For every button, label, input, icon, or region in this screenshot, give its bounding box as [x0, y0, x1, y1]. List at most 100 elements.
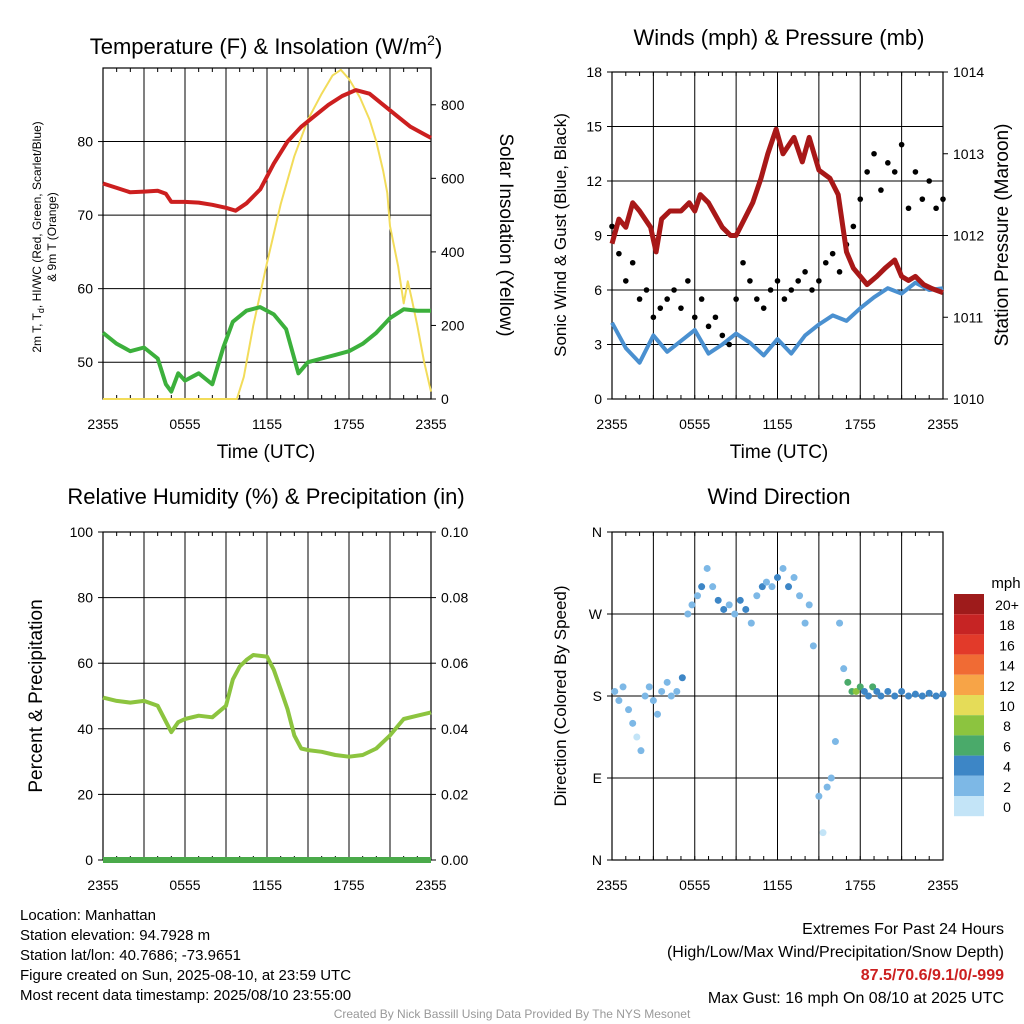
- y-tick-label-right: 1011: [953, 309, 983, 325]
- direction-point: [939, 690, 947, 698]
- y-tick-label-left: 3: [594, 337, 602, 353]
- temperature-ylabel-left-line1: 2m T, Td, HI/WC (Red, Green, Scarlet/Blu…: [30, 121, 46, 352]
- direction-point: [637, 747, 645, 755]
- gust-point: [747, 278, 753, 284]
- gust-point: [898, 141, 905, 148]
- winds-plot-area: 2355 0555 1155 1755 2355 0 3 6 9 12 15 18 1010 1011 10…: [586, 64, 984, 432]
- direction-point: [898, 687, 906, 695]
- x-tick-label: 2355: [927, 877, 958, 893]
- direction-point: [709, 583, 717, 591]
- gust-point: [809, 287, 815, 293]
- speed-legend-label: 10: [999, 698, 1015, 714]
- direction-point: [911, 690, 919, 698]
- direction-point: [801, 619, 809, 627]
- temperature-series-line: [102, 88, 432, 213]
- latlon-text: Station lat/lon: 40.7686; -73.9651: [20, 947, 242, 964]
- speed-legend-swatch: [954, 654, 984, 675]
- direction-point: [932, 692, 940, 700]
- y-tick-label-left: N: [592, 852, 602, 868]
- y-tick-label-right: 1012: [953, 228, 984, 244]
- gust-point: [891, 169, 898, 175]
- gust-point: [912, 169, 919, 175]
- temperature-xlabel: Time (UTC): [217, 442, 316, 463]
- speed-legend-swatch: [954, 796, 984, 817]
- gust-point: [678, 305, 684, 311]
- direction-point: [796, 592, 804, 600]
- speed-legend-label: 18: [999, 617, 1015, 633]
- y-tick-label-right: 1013: [953, 146, 984, 162]
- y-tick-label-left: 40: [77, 721, 93, 737]
- gust-point: [850, 223, 857, 230]
- direction-point: [633, 733, 641, 741]
- temperature-series-line: [101, 305, 431, 394]
- direction-point: [852, 687, 860, 695]
- speed-legend-swatch: [954, 735, 984, 756]
- x-tick-label: 2355: [927, 416, 958, 432]
- x-tick-label: 0555: [169, 877, 200, 893]
- temperature-plot-area: 2355 0555 1155 1755 235550607080020040060080…: [77, 67, 465, 432]
- gust-point: [905, 205, 912, 212]
- y-tick-label-right: 1010: [953, 391, 984, 407]
- y-tick-label-left: 80: [77, 134, 93, 150]
- speed-legend-label: 20+: [995, 597, 1019, 613]
- speed-legend-swatch: [954, 674, 984, 695]
- direction-point: [629, 719, 637, 727]
- humidity-line: [102, 653, 432, 759]
- x-tick-label: 1755: [845, 416, 876, 432]
- direction-point: [678, 674, 686, 682]
- speed-legend-swatch: [954, 775, 984, 796]
- extremes-title: Extremes For Past 24 Hours: [802, 921, 1004, 938]
- y-tick-label-right: 0.06: [441, 655, 468, 671]
- speed-legend-swatch: [954, 755, 984, 776]
- gust-point: [664, 296, 670, 302]
- x-tick-label: 2355: [87, 416, 118, 432]
- location-text: Location: Manhattan: [20, 907, 156, 924]
- direction-point: [725, 601, 733, 609]
- gust-point: [802, 269, 808, 275]
- direction-plot-area: 2355 0555 1155 1755 2355 N E S W N: [589, 524, 959, 893]
- gust-point: [636, 296, 643, 302]
- gust-point: [719, 332, 726, 339]
- y-tick-label-right: 600: [441, 170, 465, 186]
- direction-point: [925, 689, 933, 697]
- recent-data-text: Most recent data timestamp: 2025/08/10 2…: [20, 987, 352, 1004]
- gust-point: [795, 278, 801, 284]
- direction-point: [869, 683, 877, 691]
- direction-point: [684, 610, 692, 618]
- humidity-plot-area: 2355 0555 1155 1755 2355 0 20 40 60 80 100 0.00 0.02…: [70, 524, 469, 893]
- direction-point: [703, 564, 711, 572]
- gust-point: [671, 287, 677, 293]
- gust-point: [643, 287, 650, 293]
- created-text: Figure created on Sun, 2025-08-10, at 23…: [20, 967, 352, 984]
- y-tick-label-left: 9: [594, 228, 602, 244]
- speed-legend-swatch: [954, 614, 984, 635]
- gust-point: [878, 187, 884, 193]
- direction-point: [905, 692, 913, 700]
- direction-point: [827, 774, 835, 782]
- x-tick-label: 1755: [333, 877, 364, 893]
- gust-point: [650, 314, 657, 321]
- direction-point: [673, 687, 681, 695]
- y-tick-label-left: 60: [77, 281, 93, 297]
- direction-point: [645, 683, 653, 691]
- direction-point: [823, 783, 831, 791]
- x-tick-label: 0555: [679, 877, 710, 893]
- gust-point: [698, 296, 705, 302]
- speed-legend-swatch: [954, 695, 984, 716]
- gust-point: [781, 296, 788, 302]
- gust-point: [705, 323, 712, 330]
- y-tick-label-left: W: [589, 606, 603, 622]
- x-tick-label: 2355: [415, 416, 446, 432]
- direction-point: [856, 683, 864, 691]
- extremes-legend: (High/Low/Max Wind/Precipitation/Snow De…: [666, 944, 1004, 961]
- speed-legend-label: 6: [1003, 738, 1011, 754]
- x-tick-label: 0555: [169, 416, 200, 432]
- x-tick-label: 1155: [762, 416, 792, 432]
- y-tick-label-left: 60: [77, 655, 93, 671]
- y-tick-label-left: 80: [77, 590, 93, 606]
- y-tick-label-right: 1014: [953, 64, 984, 80]
- y-tick-label-right: 0.08: [441, 590, 468, 606]
- direction-point: [873, 687, 881, 695]
- y-tick-label-right: 0.00: [441, 852, 468, 868]
